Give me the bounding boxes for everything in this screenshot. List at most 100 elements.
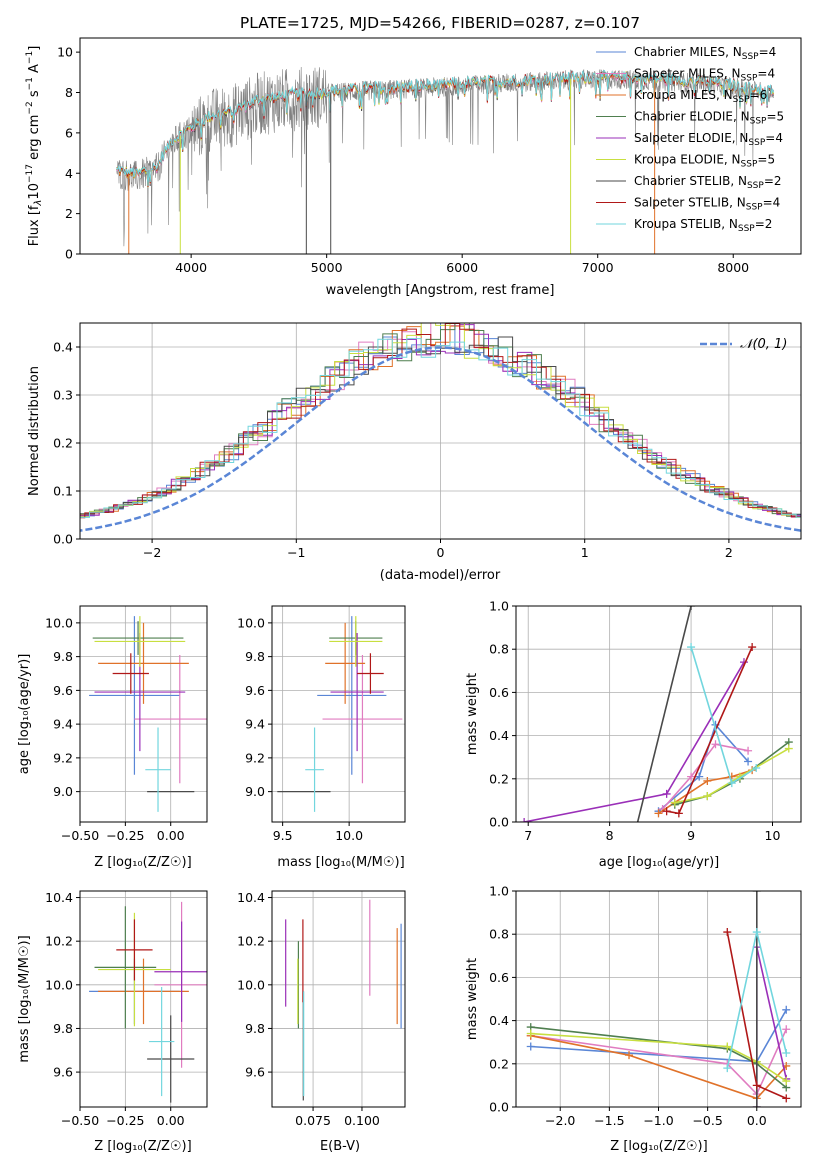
y-tick-label: 10.0: [237, 977, 265, 992]
mass-age-xlabel: mass [log₁₀(M/M☉)]: [277, 855, 404, 870]
y-tick-label: 9.4: [245, 717, 265, 732]
ebv-mass-panel: 0.075 0.100 9.6 9.8 10.0 10.2 10.4 E(B-V): [237, 890, 406, 1154]
normal-legend-label: 𝒩(0, 1): [740, 337, 787, 352]
x-tick-label: 5000: [311, 260, 343, 275]
legend-name: Chabrier ELODIE, N: [634, 110, 750, 124]
y-tick-label: 9.6: [53, 1065, 73, 1080]
legend-subscript: SSP: [747, 181, 764, 191]
weight-point-marker: [723, 928, 732, 937]
legend-entry: Kroupa STELIB, NSSP=2: [634, 217, 772, 234]
weight-series-line: [530, 1028, 788, 1096]
weight-point-marker: [752, 764, 761, 772]
weight-point-marker: [654, 809, 663, 818]
z-weight-ticks: −2.0 −1.5 −1.0 −0.5 0.0 0.0 0.2 0.4 0.6 0.8 1.0: [489, 884, 767, 1129]
y-tick-label: 9.8: [53, 1021, 73, 1036]
weight-point-marker: [752, 1081, 761, 1090]
y-tick-label: 9.6: [53, 683, 73, 698]
z-age-plot-area: [79, 606, 207, 822]
z-mass-panel: −0.50 −0.25 0.00 9.6 9.8 10.0 10.2 10.4 Z [log₁…: [17, 890, 208, 1154]
model-spectrum-line: [116, 70, 775, 186]
x-tick-label: 9: [687, 828, 695, 843]
weight-point-marker: [752, 928, 761, 937]
x-tick-label: 7: [524, 828, 532, 843]
y-tick-label: 0.0: [489, 1100, 509, 1115]
legend-subscript: SSP: [746, 203, 763, 213]
weight-point-marker: [744, 757, 753, 766]
spectrum-plot-area: [116, 66, 775, 254]
weight-point-marker: [727, 779, 736, 788]
weight-point-marker: [723, 1042, 732, 1051]
y-tick-label: 4: [65, 166, 73, 181]
y-tick-label: 10: [57, 45, 73, 60]
y-tick-label: 0.8: [489, 642, 509, 657]
z-mass-xlabel: Z [log₁₀(Z/Z☉)]: [94, 1139, 191, 1154]
weight-point-marker: [520, 818, 529, 822]
legend-count: =6: [750, 88, 768, 102]
x-tick-label: 0.0: [747, 1113, 767, 1128]
legend-subscript: SSP: [733, 95, 750, 105]
y-tick-label: 10.4: [45, 890, 73, 905]
y-tick-label: 0.2: [53, 436, 73, 451]
y-tick-label: 10.0: [45, 615, 73, 630]
y-tick-label: 0.2: [489, 771, 509, 786]
weight-point-marker: [703, 792, 712, 801]
weight-point-marker: [526, 1029, 535, 1038]
y-tick-label: 9.6: [245, 683, 265, 698]
y-tick-label: 0.0: [489, 815, 509, 830]
weight-series-line: [666, 646, 753, 815]
age-weight-panel: 7 8 9 10 0.0 0.2 0.4 0.6 0.8 1.0 age [log₁₀(age/y…: [465, 599, 802, 870]
y-tick-label: 10.0: [237, 615, 265, 630]
z-mass-plot-area: [79, 891, 207, 1107]
weight-point-marker: [674, 809, 683, 818]
x-tick-label: 8: [606, 828, 614, 843]
age-weight-ticks: 7 8 9 10 0.0 0.2 0.4 0.6 0.8 1.0: [489, 599, 780, 844]
mass-age-panel: 9.5 10.0 9.0 9.2 9.4 9.6 9.8 10.0 mass [log₁₀(M…: [237, 605, 406, 870]
y-tick-label: 0.6: [489, 970, 509, 985]
legend-subscript: SSP: [741, 74, 758, 84]
x-tick-label: 10: [765, 828, 781, 843]
weight-point-marker: [752, 1103, 761, 1107]
x-tick-label: −0.50: [61, 828, 99, 843]
weight-point-marker: [703, 776, 712, 785]
x-tick-label: −0.50: [61, 1113, 99, 1128]
weight-point-marker: [782, 1094, 791, 1103]
legend-subscript: SSP: [748, 138, 765, 148]
weight-series-line: [636, 606, 692, 822]
weight-point-marker: [748, 643, 757, 652]
weight-point-marker: [711, 740, 720, 749]
z-age-panel: −0.50 −0.25 0.00 9.0 9.2 9.4 9.6 9.8 10.0 Z [log…: [17, 605, 208, 870]
weight-series-line: [674, 747, 790, 804]
weight-point-marker: [695, 772, 704, 781]
legend-count: =5: [766, 110, 784, 124]
y-tick-label: 10.4: [237, 890, 265, 905]
y-tick-label: 0.4: [53, 340, 73, 355]
weight-point-marker: [670, 798, 679, 807]
z-age-ylabel: age [log₁₀(age/yr)]: [17, 654, 32, 775]
y-tick-label: 9.2: [245, 750, 265, 765]
weight-series-line: [530, 1026, 787, 1089]
x-tick-label: 0: [437, 545, 445, 560]
ebv-mass-xlabel: E(B-V): [320, 1139, 360, 1154]
y-tick-label: 0.3: [53, 388, 73, 403]
residuals-xlabel: (data-model)/error: [380, 568, 501, 583]
y-tick-label: 0.0: [53, 532, 73, 547]
legend-count: =4: [763, 196, 781, 210]
z-age-frame: [79, 605, 208, 823]
y-tick-label: 9.8: [245, 649, 265, 664]
y-tick-label: 9.0: [53, 784, 73, 799]
z-mass-frame: [79, 890, 208, 1108]
residual-histogram: [80, 324, 801, 517]
y-tick-label: 9.6: [245, 1065, 265, 1080]
z-weight-panel: −2.0 −1.5 −1.0 −0.5 0.0 0.0 0.2 0.4 0.6 0.8 1.0 Z …: [465, 884, 802, 1154]
x-tick-label: −2: [143, 545, 161, 560]
weight-point-marker: [526, 1042, 535, 1051]
x-tick-label: 7000: [582, 260, 614, 275]
x-tick-label: 10.0: [335, 828, 363, 843]
y-tick-label: 9.2: [53, 750, 73, 765]
y-tick-label: 9.4: [53, 717, 73, 732]
legend-entry: Salpeter STELIB, NSSP=4: [634, 196, 780, 213]
weight-series-line: [530, 1034, 787, 1100]
y-tick-label: 0.8: [489, 927, 509, 942]
legend-subscript: SSP: [750, 117, 767, 127]
z-mass-ylabel: mass [log₁₀(M/M☉)]: [17, 935, 32, 1062]
